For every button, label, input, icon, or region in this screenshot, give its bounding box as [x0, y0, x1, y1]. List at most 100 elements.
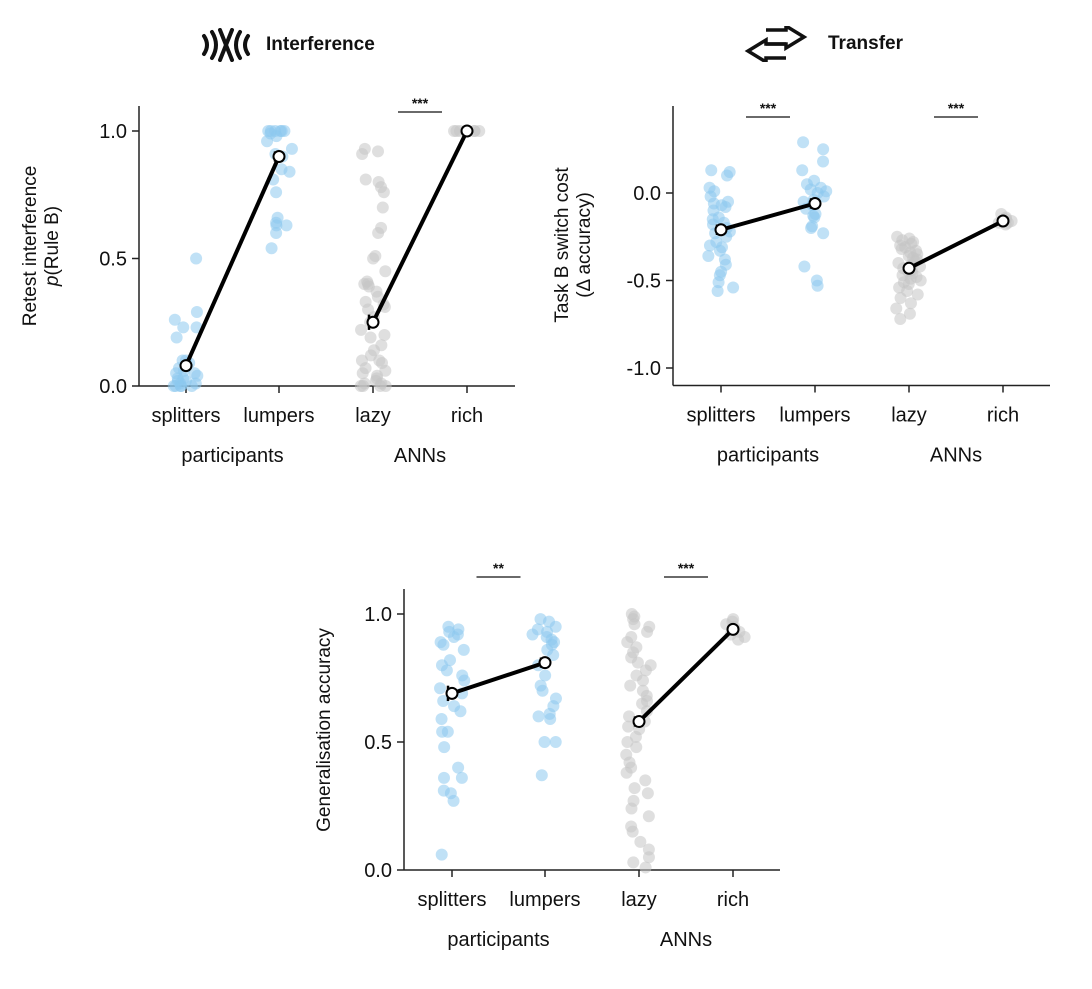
data-point-lazy	[914, 274, 927, 287]
x-tick-label-lumpers: lumpers	[509, 889, 580, 911]
data-point-lazy	[367, 252, 380, 265]
data-point-lazy	[631, 656, 644, 669]
data-point-lazy	[627, 856, 640, 869]
mean-line	[371, 130, 469, 324]
bidirectional-arrows-icon	[744, 26, 808, 62]
data-point-splitters	[714, 244, 727, 257]
y-tick-label: 1.0	[99, 121, 127, 143]
data-point-lumpers	[535, 769, 548, 782]
x-tick-label-rich: rich	[717, 889, 749, 911]
data-point-splitters	[171, 374, 184, 387]
panel-interference: 0.0 0.5 1.0 Retest interferencep(Rule B) spl…	[20, 95, 515, 467]
data-point-splitters	[721, 169, 734, 182]
mean-marker-splitters	[445, 686, 459, 700]
data-point-lazy	[355, 323, 368, 336]
transfer-title: Transfer	[828, 33, 903, 54]
data-point-lazy	[354, 380, 367, 392]
interference-waves-icon	[202, 28, 250, 62]
data-point-lumpers	[526, 628, 539, 641]
data-point-lumpers	[549, 620, 562, 633]
data-point-lumpers	[547, 648, 560, 661]
y-tick-label: 0.5	[364, 732, 392, 754]
data-point-lazy	[356, 147, 369, 160]
data-point-lumpers	[532, 710, 545, 723]
x-tick-label-lumpers: lumpers	[243, 405, 314, 427]
data-point-splitters	[711, 285, 724, 297]
y-tick-label: 0.0	[633, 183, 661, 205]
mean-marker-rich	[726, 622, 740, 636]
data-point-lazy	[641, 787, 654, 800]
data-point-lazy	[372, 227, 385, 239]
transfer-header: Transfer	[744, 26, 903, 62]
data-point-lazy	[624, 679, 637, 692]
y-axis-label: Retest interferencep(Rule B)	[20, 166, 63, 327]
data-point-splitters	[189, 377, 202, 390]
data-point-lazy	[628, 618, 641, 631]
data-point-splitters	[435, 712, 448, 725]
mean-marker-lumpers	[272, 150, 286, 163]
significance-label: ***	[678, 560, 695, 576]
data-point-lumpers	[539, 669, 552, 682]
significance-label: ***	[760, 100, 777, 116]
data-point-splitters	[436, 725, 449, 738]
data-point-lazy	[628, 782, 641, 795]
data-point-lazy	[630, 741, 643, 754]
data-point-lumpers	[261, 135, 274, 148]
interference-title: Interference	[266, 34, 375, 55]
mean-marker-rich	[996, 214, 1010, 228]
x-tick-label-lazy: lazy	[355, 405, 391, 427]
mean-marker-rich	[460, 124, 474, 138]
data-point-lazy	[621, 636, 634, 649]
y-tick-label: 0.0	[99, 376, 127, 398]
data-point-splitters	[712, 276, 725, 289]
data-point-splitters	[170, 331, 183, 344]
mean-line	[637, 627, 735, 723]
data-point-lazy	[379, 265, 392, 278]
data-point-lazy	[904, 297, 917, 310]
mean-marker-lazy	[366, 315, 380, 329]
data-point-splitters	[438, 741, 451, 754]
data-point-lumpers	[270, 186, 283, 199]
data-point-splitters	[455, 771, 468, 784]
data-point-lumpers	[796, 164, 809, 177]
data-point-splitters	[190, 252, 203, 265]
data-point-lumpers	[811, 279, 824, 292]
data-point-lazy	[621, 736, 634, 748]
data-point-lazy	[639, 664, 652, 677]
data-point-lumpers	[538, 736, 551, 748]
x-tick-label-rich: rich	[451, 405, 483, 427]
data-point-splitters	[437, 695, 450, 708]
data-point-splitters	[190, 306, 203, 319]
data-point-lumpers	[817, 190, 830, 203]
data-point-lumpers	[265, 242, 278, 255]
y-tick-label: 0.5	[99, 249, 127, 271]
data-point-lazy	[903, 307, 916, 320]
group-label-participants: participants	[181, 445, 283, 467]
significance-label: **	[493, 560, 504, 576]
x-tick-label-lazy: lazy	[891, 405, 927, 427]
data-point-splitters	[447, 794, 460, 807]
data-point-splitters	[458, 674, 471, 687]
data-point-lazy	[894, 292, 907, 304]
data-point-lazy	[622, 720, 635, 733]
x-tick-label-splitters: splitters	[152, 405, 221, 427]
significance-label: ***	[948, 100, 965, 116]
data-point-splitters	[438, 771, 451, 784]
data-point-lazy	[372, 145, 385, 158]
data-point-lumpers	[285, 142, 298, 155]
significance-label: ***	[412, 95, 429, 111]
y-tick-label: -0.5	[627, 271, 661, 293]
panel-transfer: -1.0 -0.5 0.0 Task B switch cost(Δ accuracy…	[552, 100, 1050, 467]
mean-marker-lazy	[632, 715, 646, 729]
y-tick-label: 1.0	[364, 604, 392, 626]
mean-line	[720, 201, 816, 232]
data-point-lazy	[639, 774, 652, 787]
data-point-lazy	[378, 329, 391, 341]
data-point-splitters	[457, 643, 470, 656]
data-point-lazy	[890, 302, 903, 315]
data-point-splitters	[452, 761, 465, 774]
data-point-splitters	[434, 682, 447, 695]
data-point-splitters	[177, 321, 190, 334]
data-point-splitters	[719, 201, 732, 213]
mean-marker-splitters	[179, 359, 193, 373]
